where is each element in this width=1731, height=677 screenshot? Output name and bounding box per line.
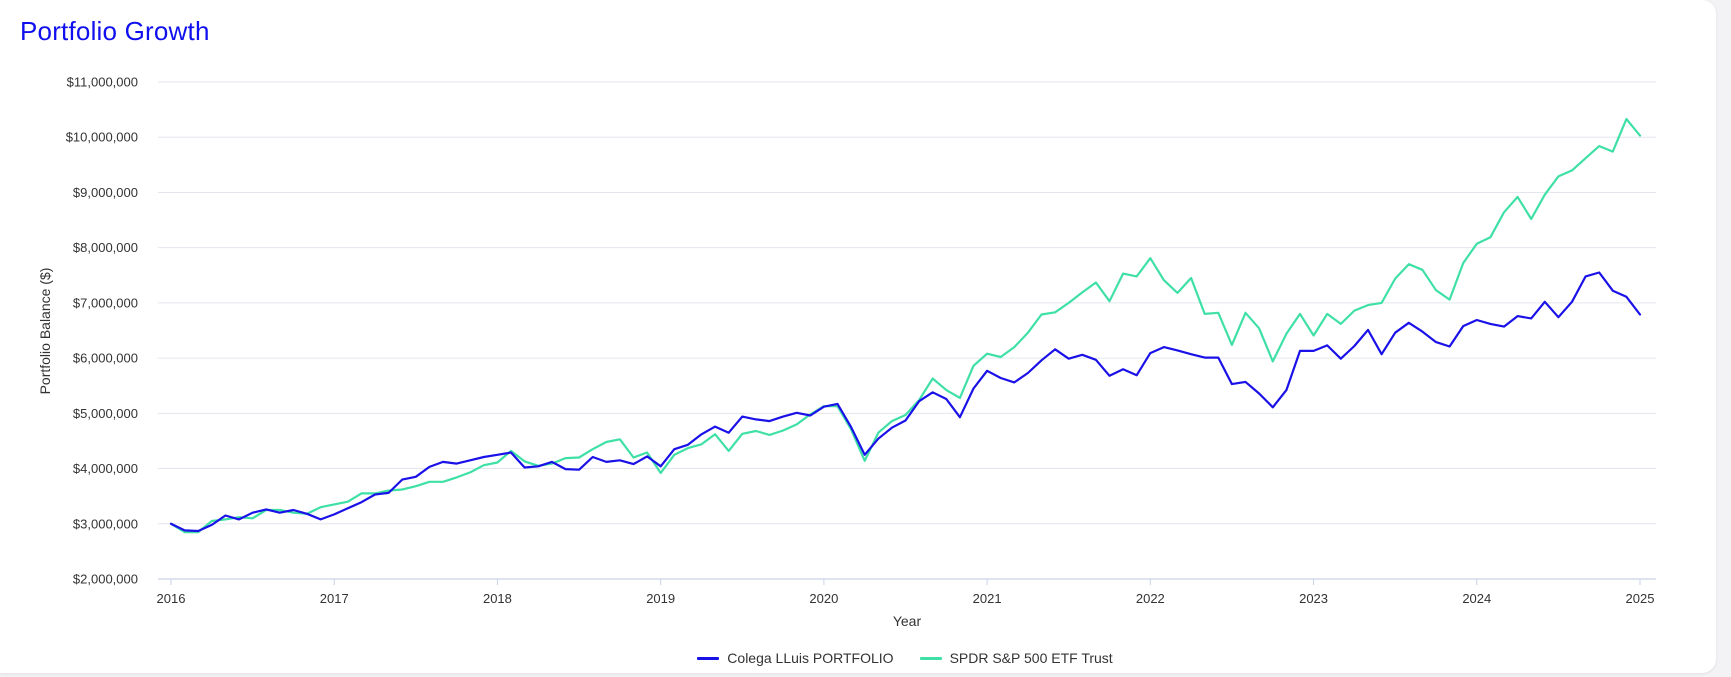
y-axis-title: Portfolio Balance ($): [37, 268, 53, 395]
x-tick-label: 2024: [1462, 591, 1491, 606]
x-tick-label: 2021: [973, 591, 1002, 606]
y-tick-label: $9,000,000: [73, 185, 138, 200]
chart-legend: Colega LLuis PORTFOLIO SPDR S&P 500 ETF …: [0, 650, 1731, 666]
legend-swatch-portfolio: [697, 656, 720, 660]
x-axis-title: Year: [893, 613, 922, 629]
x-axis-ticks: 2016 2017 2018 2019 2020 2021 2022 2023 2024 2025: [157, 579, 1655, 606]
y-tick-label: $4,000,000: [73, 461, 138, 476]
x-tick-label: 2022: [1136, 591, 1165, 606]
series-lines: [169, 117, 1642, 534]
chart-title: Portfolio Growth: [20, 16, 210, 46]
legend-swatch-spy: [919, 656, 942, 660]
x-tick-label: 2023: [1299, 591, 1328, 606]
x-tick-label: 2025: [1626, 591, 1655, 606]
x-tick-label: 2019: [646, 591, 675, 606]
y-tick-label: $2,000,000: [73, 572, 138, 587]
y-axis-ticks: $2,000,000 $3,000,000 $4,000,000 $5,000,000…: [66, 75, 138, 587]
series-line-spy[interactable]: [169, 117, 1642, 534]
y-tick-label: $8,000,000: [73, 240, 138, 255]
y-tick-label: $10,000,000: [66, 130, 138, 145]
y-tick-label: $7,000,000: [73, 295, 138, 310]
legend-item-portfolio[interactable]: Colega LLuis PORTFOLIO: [697, 650, 894, 666]
legend-label-portfolio: Colega LLuis PORTFOLIO: [727, 650, 894, 666]
y-tick-label: $6,000,000: [73, 351, 138, 366]
legend-item-spy[interactable]: SPDR S&P 500 ETF Trust: [919, 650, 1113, 666]
x-tick-label: 2018: [483, 591, 512, 606]
y-tick-label: $3,000,000: [73, 516, 138, 531]
y-tick-label: $5,000,000: [73, 406, 138, 421]
y-tick-label: $11,000,000: [67, 75, 138, 90]
series-line-portfolio[interactable]: [169, 271, 1642, 533]
grid-lines: [158, 81, 1656, 525]
x-tick-label: 2020: [809, 591, 838, 606]
legend-label-spy: SPDR S&P 500 ETF Trust: [949, 650, 1113, 666]
x-tick-label: 2017: [320, 591, 349, 606]
x-tick-label: 2016: [157, 591, 186, 606]
